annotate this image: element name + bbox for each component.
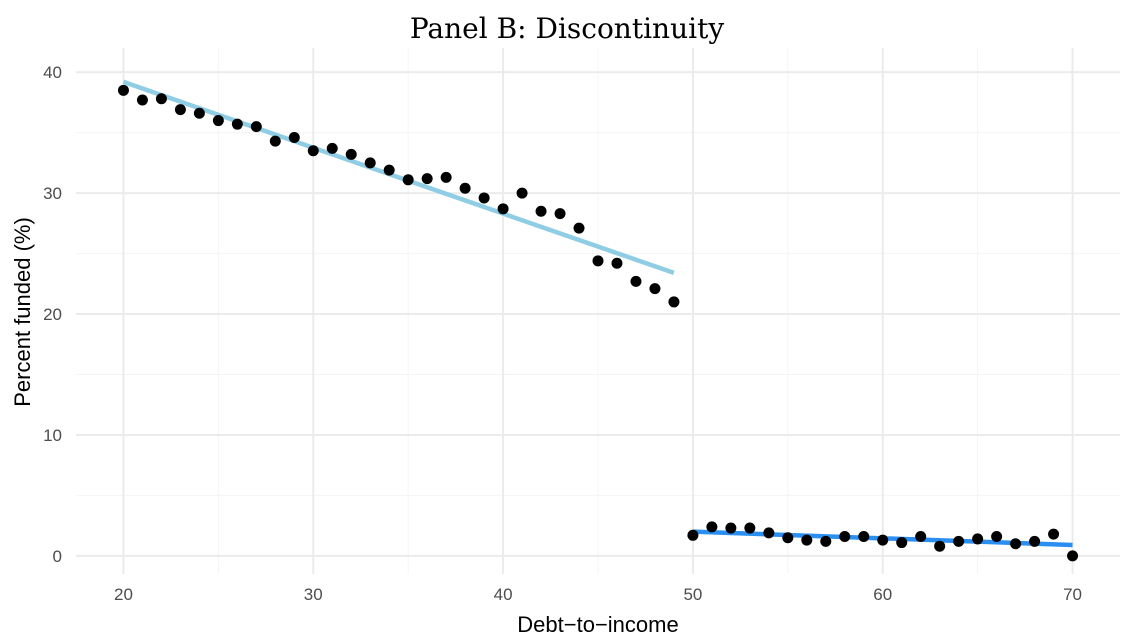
data-point — [155, 93, 167, 105]
data-point — [1067, 550, 1079, 562]
data-point — [592, 255, 604, 267]
data-point — [896, 537, 908, 549]
x-axis-ticks: 20 30 40 50 60 70 — [114, 585, 1082, 604]
data-point — [820, 535, 832, 547]
data-point — [383, 164, 395, 176]
data-point — [687, 529, 699, 541]
data-point — [744, 522, 756, 534]
data-point — [611, 257, 623, 269]
data-point — [877, 534, 889, 546]
x-tick-label: 30 — [304, 585, 323, 604]
data-point — [288, 131, 300, 143]
x-tick-label: 40 — [494, 585, 513, 604]
data-point — [630, 275, 642, 287]
data-point — [326, 142, 338, 154]
data-point — [193, 107, 205, 119]
data-point — [497, 203, 509, 215]
data-point — [421, 173, 433, 185]
data-point — [231, 118, 243, 130]
x-axis-title: Debt−to−income — [517, 612, 678, 637]
grid — [76, 48, 1120, 574]
data-point — [934, 540, 946, 552]
chart-title: Panel B: Discontinuity — [410, 12, 724, 45]
data-point — [801, 534, 813, 546]
fit-line-1 — [122, 79, 675, 276]
data-point — [953, 535, 965, 547]
data-point — [212, 115, 224, 127]
x-tick-label: 60 — [873, 585, 892, 604]
data-point — [364, 157, 376, 169]
y-axis-title: Percent funded (%) — [10, 217, 35, 407]
data-point — [668, 296, 680, 308]
data-point — [269, 135, 281, 147]
x-tick-label: 50 — [683, 585, 702, 604]
data-point — [516, 187, 528, 199]
data-point — [839, 531, 851, 543]
y-tick-label: 40 — [43, 63, 62, 82]
data-point — [402, 174, 414, 186]
data-point — [535, 205, 547, 217]
x-tick-label: 70 — [1063, 585, 1082, 604]
x-tick-label: 20 — [114, 585, 133, 604]
data-point — [440, 171, 452, 183]
data-point — [972, 533, 984, 545]
data-point — [250, 121, 262, 133]
data-point — [174, 104, 186, 116]
data-point — [1048, 528, 1060, 540]
data-point — [1010, 538, 1022, 550]
data-point — [991, 531, 1003, 543]
data-point — [459, 182, 471, 194]
data-point — [858, 531, 870, 543]
y-axis-ticks: 0 10 20 30 40 — [43, 63, 62, 566]
y-tick-label: 30 — [43, 184, 62, 203]
data-point — [573, 222, 585, 234]
data-point — [1029, 535, 1041, 547]
data-point — [725, 522, 737, 534]
data-point — [554, 208, 566, 220]
y-tick-label: 10 — [43, 426, 62, 445]
data-point — [136, 94, 148, 106]
data-point — [763, 527, 775, 539]
data-point — [782, 532, 794, 544]
data-point — [307, 145, 319, 157]
data-point — [649, 283, 661, 295]
y-tick-label: 0 — [53, 547, 62, 566]
data-point — [478, 192, 490, 204]
y-tick-label: 20 — [43, 305, 62, 324]
data-point — [117, 84, 129, 96]
data-point — [345, 148, 357, 160]
data-points — [117, 84, 1079, 562]
data-point — [706, 521, 718, 533]
data-point — [915, 531, 927, 543]
